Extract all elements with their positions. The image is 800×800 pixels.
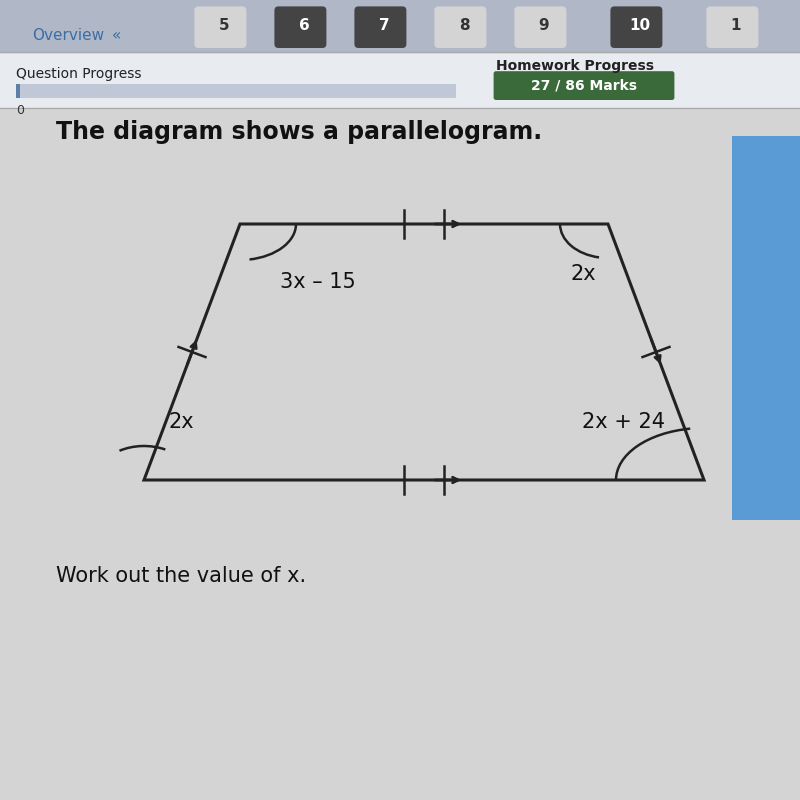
Bar xyxy=(0,0,800,52)
Text: Overview: Overview xyxy=(32,29,104,43)
Text: 9: 9 xyxy=(538,18,550,33)
Text: 8: 8 xyxy=(458,18,470,33)
FancyBboxPatch shape xyxy=(494,71,674,100)
Text: Question Progress: Question Progress xyxy=(16,66,142,81)
Text: The diagram shows a parallelogram.: The diagram shows a parallelogram. xyxy=(56,120,542,144)
Text: 1: 1 xyxy=(730,18,742,33)
Text: Homework Progress: Homework Progress xyxy=(496,58,654,73)
Bar xyxy=(16,84,20,98)
Bar xyxy=(732,136,800,520)
Text: 3x – 15: 3x – 15 xyxy=(280,272,356,292)
Text: 2x: 2x xyxy=(570,264,596,284)
FancyBboxPatch shape xyxy=(610,6,662,48)
Bar xyxy=(16,84,456,98)
Text: 7: 7 xyxy=(378,18,390,33)
FancyBboxPatch shape xyxy=(354,6,406,48)
Text: 10: 10 xyxy=(630,18,650,33)
Bar xyxy=(0,52,800,108)
FancyBboxPatch shape xyxy=(514,6,566,48)
Text: 2x: 2x xyxy=(168,412,194,432)
Text: 6: 6 xyxy=(298,18,310,33)
Text: 27 / 86 Marks: 27 / 86 Marks xyxy=(531,78,637,93)
Text: 0: 0 xyxy=(16,104,24,117)
Text: «: « xyxy=(112,29,122,43)
FancyBboxPatch shape xyxy=(706,6,758,48)
FancyBboxPatch shape xyxy=(274,6,326,48)
Text: 2x + 24: 2x + 24 xyxy=(582,412,666,432)
FancyBboxPatch shape xyxy=(434,6,486,48)
Text: 5: 5 xyxy=(218,18,230,33)
Text: Work out the value of x.: Work out the value of x. xyxy=(56,566,306,586)
FancyBboxPatch shape xyxy=(194,6,246,48)
